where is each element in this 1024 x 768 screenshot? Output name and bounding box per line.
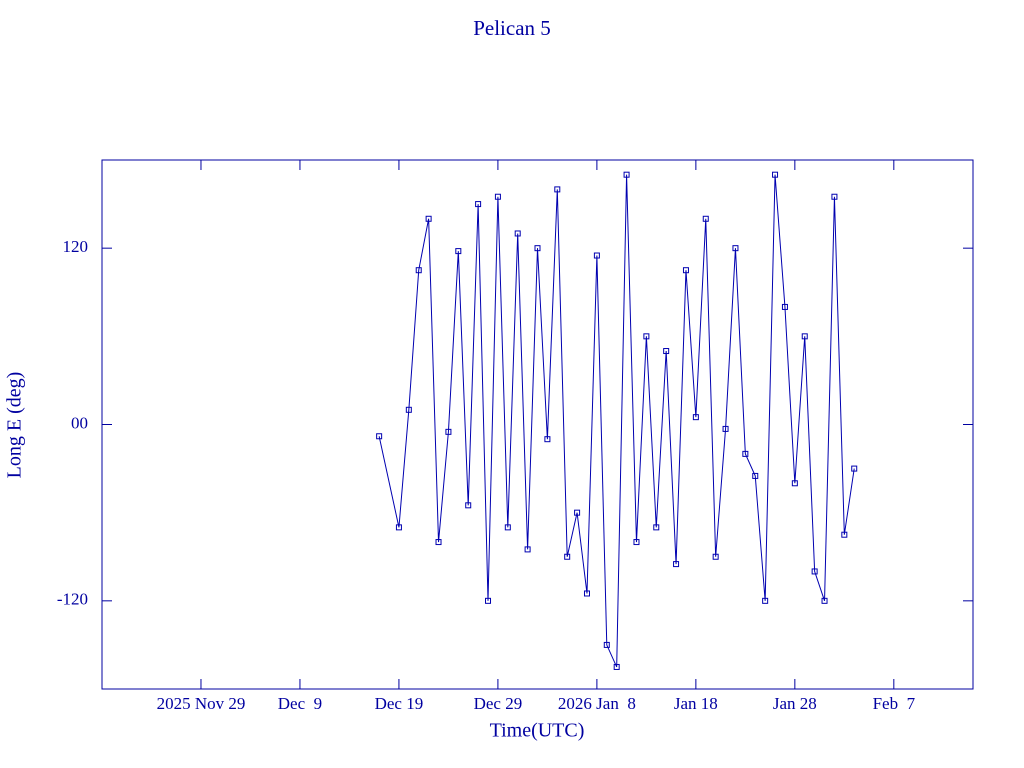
- y-tick-label: 120: [63, 237, 89, 256]
- data-point: [455, 248, 462, 255]
- series-line: [378, 174, 855, 668]
- data-point: [593, 252, 600, 259]
- data-point: [485, 597, 492, 604]
- plot-frame: [101, 159, 974, 690]
- y-axis-label: Long E (deg): [4, 372, 26, 479]
- data-point: [762, 597, 769, 604]
- data-point: [445, 428, 452, 435]
- x-tick-label: 2025 Nov 29: [157, 694, 246, 713]
- x-axis-label: Time(UTC): [490, 720, 585, 742]
- x-tick-label: Feb 7: [873, 694, 916, 713]
- data-point: [682, 267, 689, 274]
- data-point: [712, 553, 719, 560]
- data-point: [811, 568, 818, 575]
- data-point: [643, 333, 650, 340]
- data-point: [583, 590, 590, 597]
- data-point: [801, 333, 808, 340]
- x-tick-label: 2026 Jan 8: [558, 694, 636, 713]
- data-point: [781, 303, 788, 310]
- data-point: [376, 433, 383, 440]
- data-point: [673, 561, 680, 568]
- data-point: [415, 267, 422, 274]
- data-point: [613, 663, 620, 670]
- data-point: [395, 524, 402, 531]
- data-point: [722, 425, 729, 432]
- data-point: [475, 201, 482, 208]
- y-tick-label: -120: [57, 590, 88, 609]
- data-point: [425, 215, 432, 222]
- data-point: [692, 414, 699, 421]
- x-tick-label: Jan 18: [674, 694, 718, 713]
- data-point: [465, 502, 472, 509]
- data-point: [742, 450, 749, 457]
- data-point: [841, 531, 848, 538]
- data-point: [702, 215, 709, 222]
- data-point: [574, 509, 581, 516]
- plot-area: [376, 171, 858, 670]
- data-point: [633, 539, 640, 546]
- data-point: [554, 186, 561, 193]
- data-point: [435, 539, 442, 546]
- data-point: [772, 171, 779, 178]
- data-point: [821, 597, 828, 604]
- data-point: [851, 465, 858, 472]
- data-point: [791, 480, 798, 487]
- data-point: [603, 641, 610, 648]
- data-point: [494, 193, 501, 200]
- data-point: [564, 553, 571, 560]
- chart-title: Pelican 5: [473, 16, 551, 40]
- data-point: [504, 524, 511, 531]
- data-point: [534, 245, 541, 252]
- data-point: [663, 348, 670, 355]
- data-point: [732, 245, 739, 252]
- y-tick-label: 00: [71, 413, 88, 432]
- data-point: [524, 546, 531, 553]
- x-tick-label: Dec 29: [474, 694, 523, 713]
- data-point: [831, 193, 838, 200]
- data-point: [405, 406, 412, 413]
- data-point: [752, 472, 759, 479]
- x-tick-label: Jan 28: [773, 694, 817, 713]
- x-tick-label: Dec 9: [278, 694, 322, 713]
- data-point: [514, 230, 521, 237]
- x-tick-label: Dec 19: [375, 694, 424, 713]
- data-point: [653, 524, 660, 531]
- data-point: [623, 171, 630, 178]
- data-point: [544, 436, 551, 443]
